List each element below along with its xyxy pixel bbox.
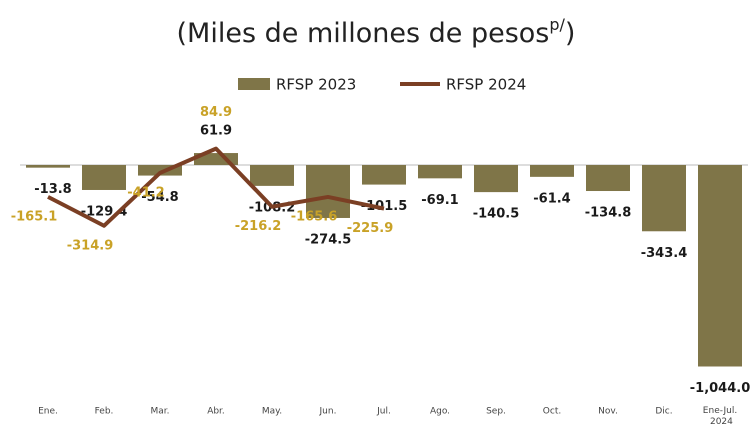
value-label: -134.8 [585, 206, 632, 221]
chart-title: (Miles de millones de pesosp/) [177, 15, 576, 49]
x-tick-label: Dic. [655, 407, 672, 417]
x-tick-label: Nov. [598, 407, 618, 417]
bar [418, 165, 462, 179]
value-label: -165.6 [291, 209, 338, 224]
value-label: -225.9 [347, 221, 394, 236]
bar [642, 165, 686, 232]
value-label: -54.8 [141, 190, 178, 205]
title-superscript: p/ [549, 15, 565, 34]
legend-label: RFSP 2023 [276, 76, 356, 94]
bar [82, 165, 126, 190]
legend-swatch [238, 78, 270, 90]
x-tick-label: Sep. [486, 407, 506, 417]
value-label: -1,044.0 [690, 381, 751, 396]
bar [194, 153, 238, 165]
bar [698, 165, 742, 367]
value-label: -314.9 [67, 238, 114, 253]
x-tick-label: Jul. [376, 407, 391, 417]
bar [306, 165, 350, 218]
x-tick-label: May. [262, 407, 282, 417]
x-tick-label: Oct. [543, 407, 561, 417]
bar [250, 165, 294, 186]
value-label: -69.1 [421, 193, 458, 208]
legend-label: RFSP 2024 [446, 76, 526, 94]
bar [474, 165, 518, 193]
x-tick-label: Mar. [150, 407, 169, 417]
value-label: 61.9 [200, 124, 232, 139]
value-label: -165.1 [11, 209, 58, 224]
bar [26, 165, 70, 168]
x-tick-label: Abr. [207, 407, 225, 417]
value-label: -343.4 [641, 246, 688, 261]
bar [138, 165, 182, 176]
title-main: (Miles de millones de pesos [177, 18, 550, 49]
bar [530, 165, 574, 177]
x-tick-label: Ago. [430, 407, 450, 417]
value-label: -13.8 [34, 182, 71, 197]
value-label: -216.2 [235, 219, 282, 234]
value-label: -140.5 [473, 207, 520, 222]
x-tick-label: Ene-Jul. 2024 [703, 406, 737, 427]
bar [586, 165, 630, 192]
value-label: -274.5 [305, 232, 352, 247]
value-label: -61.4 [533, 191, 570, 206]
value-label: -41.2 [127, 185, 164, 200]
line [47, 146, 385, 228]
x-tick-label: Jun. [319, 407, 337, 417]
bar [362, 165, 406, 185]
x-tick-label: Ene. [38, 407, 58, 417]
title-end: ) [565, 18, 576, 49]
x-tick-label: Feb. [95, 407, 114, 417]
value-label: 84.9 [200, 105, 232, 120]
